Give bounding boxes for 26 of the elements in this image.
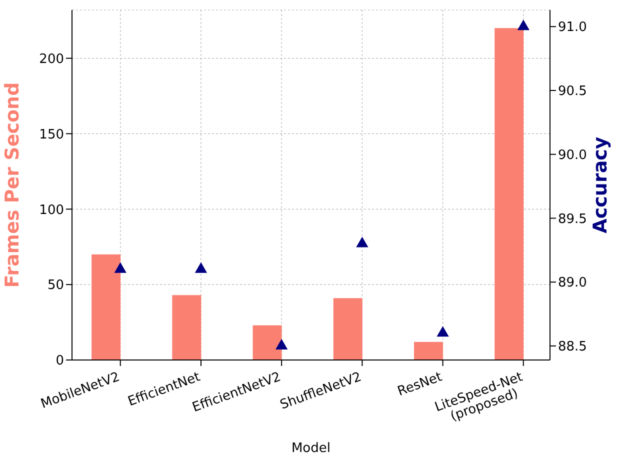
y2-tick-label: 89.5	[558, 212, 587, 227]
y2-tick-label: 91.0	[558, 20, 587, 36]
x-axis-title: Model	[291, 441, 331, 456]
bar	[172, 295, 202, 360]
point	[356, 236, 368, 248]
point	[194, 262, 208, 273]
y2-tick-label: 90.0	[558, 148, 587, 163]
y2-tick-label: 90.5	[558, 84, 587, 100]
bar	[494, 28, 524, 360]
point	[276, 338, 288, 350]
y-tick-label: 150	[39, 127, 64, 142]
y2-tick-label: 89.0	[558, 276, 587, 291]
y2-axis-title: Accuracy	[590, 136, 612, 234]
bar	[414, 342, 443, 360]
point	[114, 262, 126, 273]
bar	[333, 298, 362, 360]
y-axis-title: Frames Per Second	[2, 82, 24, 288]
y-tick-label: 100	[39, 202, 64, 218]
y2-tick-label: 88.5	[558, 340, 587, 355]
y-tick-label: 200	[39, 52, 64, 67]
y-tick-label: 50	[47, 278, 64, 294]
y-tick-label: 0	[56, 354, 64, 369]
point	[517, 20, 530, 30]
bar	[252, 325, 282, 360]
bar	[92, 254, 121, 360]
point	[436, 326, 449, 337]
